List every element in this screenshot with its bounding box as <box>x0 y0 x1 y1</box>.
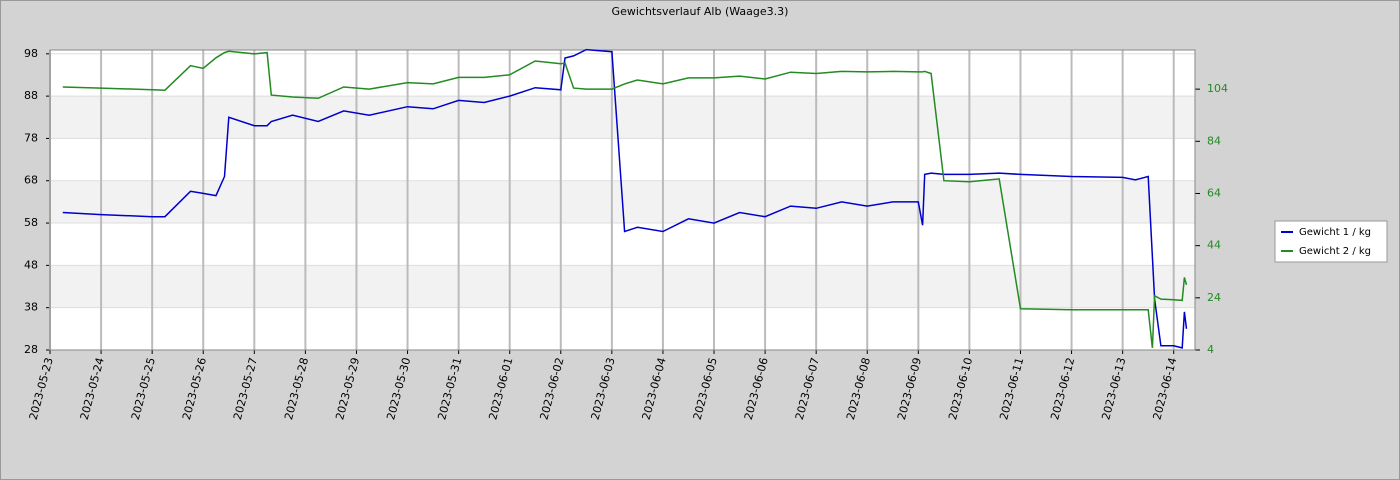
y-tick-label: 78 <box>24 131 38 144</box>
y-tick-label: 58 <box>24 216 38 229</box>
y2-tick-label: 44 <box>1207 239 1221 252</box>
grid-band <box>50 96 1195 139</box>
y-tick-label: 68 <box>24 174 38 187</box>
y2-tick-label: 84 <box>1207 134 1221 147</box>
series-line <box>62 48 1188 349</box>
legend-label: Gewicht 2 / kg <box>1299 246 1371 257</box>
y-tick-label: 28 <box>24 343 38 356</box>
grid-band <box>50 265 1195 308</box>
y-tick-label: 98 <box>24 47 38 60</box>
y2-tick-label: 4 <box>1207 343 1214 356</box>
legend-box <box>1274 220 1388 263</box>
y2-tick-label: 64 <box>1207 186 1221 199</box>
y-tick-label: 48 <box>24 258 38 271</box>
y2-tick-label: 104 <box>1207 82 1228 95</box>
chart-title: Gewichtsverlauf Alb (Waage3.3) <box>612 5 789 18</box>
legend-label: Gewicht 1 / kg <box>1299 227 1371 238</box>
plot-border <box>49 49 1196 351</box>
y-tick-label: 88 <box>24 89 38 102</box>
y-tick-label: 38 <box>24 301 38 314</box>
y2-tick-label: 24 <box>1207 291 1221 304</box>
series-line <box>62 50 1188 348</box>
